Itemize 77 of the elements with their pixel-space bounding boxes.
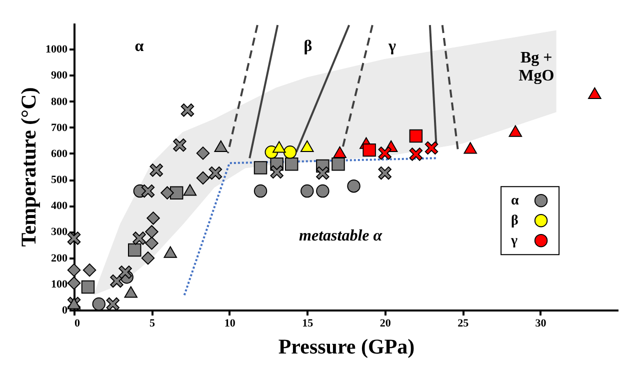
point bbox=[183, 184, 197, 196]
point bbox=[67, 276, 81, 290]
point bbox=[164, 246, 177, 258]
point bbox=[92, 297, 106, 311]
y-tick-label: 700 bbox=[51, 122, 68, 134]
point bbox=[173, 138, 186, 152]
point bbox=[588, 87, 602, 99]
y-tick-label: 0 bbox=[62, 304, 68, 316]
point bbox=[316, 184, 330, 198]
x-tick-label: 25 bbox=[458, 318, 470, 330]
y-tick-label: 1000 bbox=[46, 44, 68, 56]
point bbox=[82, 263, 96, 277]
x-tick-label: 10 bbox=[224, 318, 236, 330]
point bbox=[180, 104, 194, 117]
point bbox=[106, 297, 120, 311]
point bbox=[362, 143, 376, 157]
x-tick-label: 0 bbox=[74, 318, 80, 330]
point bbox=[208, 166, 222, 180]
point bbox=[283, 146, 297, 159]
point bbox=[300, 140, 314, 152]
point bbox=[141, 184, 155, 198]
annotation: γ bbox=[388, 38, 396, 55]
point bbox=[409, 148, 423, 161]
point bbox=[378, 166, 392, 180]
y-tick-label: 200 bbox=[51, 252, 68, 264]
point bbox=[160, 186, 174, 200]
point bbox=[145, 225, 158, 238]
point bbox=[424, 141, 438, 155]
x-tick-label: 20 bbox=[380, 318, 392, 330]
y-tick-label: 300 bbox=[51, 226, 68, 238]
point bbox=[67, 232, 81, 245]
point bbox=[464, 142, 477, 154]
y-tick-label: 400 bbox=[51, 200, 68, 212]
point bbox=[508, 125, 522, 137]
point bbox=[196, 171, 210, 185]
point bbox=[128, 243, 142, 257]
point bbox=[332, 158, 345, 171]
point bbox=[254, 184, 268, 198]
annotation: metastable α bbox=[299, 227, 384, 244]
point bbox=[347, 179, 360, 193]
y-tick-label: 600 bbox=[51, 148, 68, 160]
annotation: β bbox=[304, 38, 312, 55]
point bbox=[196, 146, 210, 160]
point bbox=[141, 251, 155, 265]
point bbox=[284, 158, 298, 171]
point bbox=[132, 232, 146, 245]
point bbox=[150, 164, 163, 177]
point bbox=[81, 280, 95, 294]
point bbox=[316, 166, 330, 180]
point bbox=[124, 286, 138, 298]
point bbox=[170, 186, 184, 200]
point bbox=[378, 146, 392, 160]
point bbox=[300, 184, 314, 198]
point bbox=[146, 212, 160, 225]
point bbox=[118, 266, 132, 279]
x-tick-label: 15 bbox=[302, 318, 314, 330]
annotation: α bbox=[134, 38, 144, 55]
annotation: Bg + MgO bbox=[518, 49, 554, 84]
x-axis-title: Pressure (GPa) bbox=[278, 334, 415, 358]
y-tick-label: 100 bbox=[51, 278, 68, 290]
point bbox=[333, 146, 346, 158]
point bbox=[67, 263, 81, 277]
point bbox=[272, 141, 286, 153]
y-tick-label: 800 bbox=[51, 96, 68, 108]
legend-label: α bbox=[511, 194, 520, 209]
y-tick-label: 500 bbox=[51, 174, 68, 186]
point bbox=[214, 140, 228, 152]
point bbox=[409, 129, 423, 143]
point bbox=[254, 161, 268, 174]
point bbox=[145, 236, 158, 250]
point bbox=[270, 165, 284, 179]
legend-label: γ bbox=[510, 234, 518, 249]
x-tick-label: 30 bbox=[535, 318, 547, 330]
y-tick-label: 900 bbox=[51, 70, 68, 82]
y-axis-title: Temperature (°C) bbox=[16, 87, 40, 247]
x-tick-label: 5 bbox=[149, 318, 156, 330]
legend-label: β bbox=[511, 214, 518, 229]
